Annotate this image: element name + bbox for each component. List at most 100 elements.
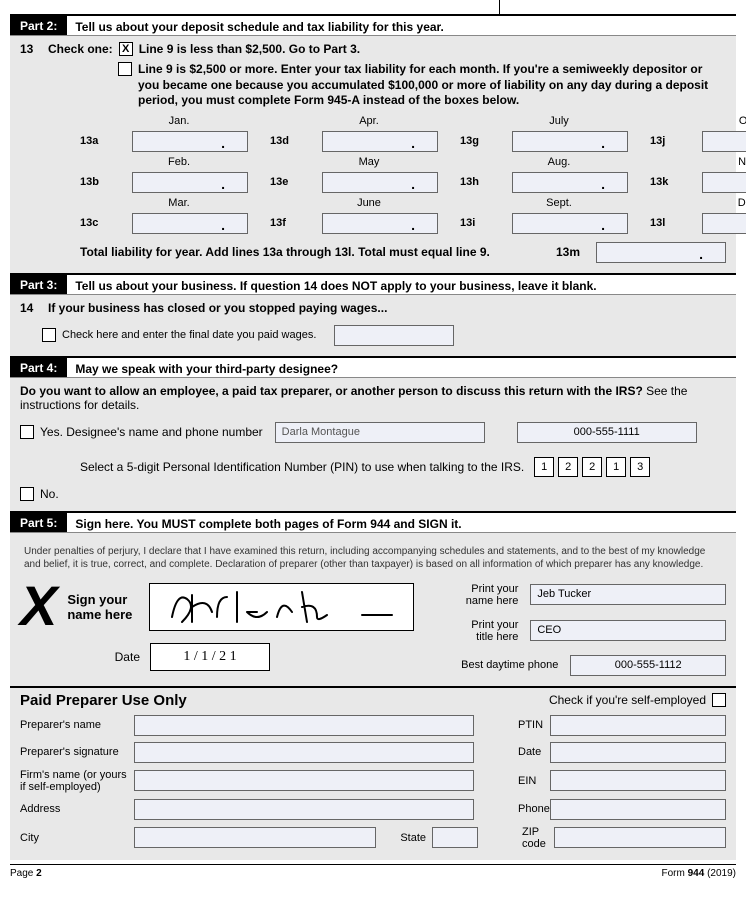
city-input[interactable] bbox=[134, 827, 376, 848]
state-label: State bbox=[382, 832, 426, 844]
zip-label: ZIP code bbox=[484, 826, 548, 850]
phone-input[interactable]: 000-555-1112 bbox=[570, 655, 726, 676]
part5-label: Part 5: bbox=[10, 513, 67, 532]
input-13l[interactable]: . bbox=[702, 213, 746, 234]
opt2-text: Line 9 is $2,500 or more. Enter your tax… bbox=[138, 62, 726, 109]
row-label-13h: 13h bbox=[460, 176, 490, 188]
row-label-13k: 13k bbox=[650, 176, 680, 188]
input-13a[interactable]: . bbox=[132, 131, 248, 152]
part4-header: Part 4: May we speak with your third-par… bbox=[10, 356, 736, 378]
input-13e[interactable]: . bbox=[322, 172, 438, 193]
prep-l-input-2[interactable] bbox=[134, 770, 474, 791]
part3-title: Tell us about your business. If question… bbox=[67, 275, 736, 294]
input-13d[interactable]: . bbox=[322, 131, 438, 152]
line-14-num: 14 bbox=[20, 301, 42, 315]
month-label-13f: June bbox=[270, 197, 438, 209]
row-label-13l: 13l bbox=[650, 217, 680, 229]
prep-r-1: Date bbox=[480, 746, 544, 758]
pin-digit-4[interactable]: 3 bbox=[630, 457, 650, 477]
prep-r-0: PTIN bbox=[480, 719, 544, 731]
month-label-13g: July bbox=[460, 115, 628, 127]
month-label-13d: Apr. bbox=[270, 115, 438, 127]
check-no[interactable] bbox=[20, 487, 34, 501]
designee-name-input[interactable]: Darla Montague bbox=[275, 422, 485, 443]
prep-l-0: Preparer's name bbox=[20, 719, 128, 731]
prep-r-2: EIN bbox=[480, 775, 544, 787]
month-label-13j: Oct. bbox=[650, 115, 746, 127]
prep-l-input-1[interactable] bbox=[134, 742, 474, 763]
city-label: City bbox=[20, 832, 128, 844]
month-label-13l: Dec. bbox=[650, 197, 746, 209]
month-label-13i: Sept. bbox=[460, 197, 628, 209]
row-label-13b: 13b bbox=[80, 176, 110, 188]
input-13j[interactable]: . bbox=[702, 131, 746, 152]
footer: Page 2 Form 944 (2019) bbox=[10, 864, 736, 879]
final-date-input[interactable] bbox=[334, 325, 454, 346]
title-input[interactable]: CEO bbox=[530, 620, 726, 641]
part5-panel: Under penalties of perjury, I declare th… bbox=[10, 533, 736, 688]
input-13c[interactable]: . bbox=[132, 213, 248, 234]
check-opt1[interactable]: X bbox=[119, 42, 133, 56]
pin-text: Select a 5-digit Personal Identification… bbox=[80, 460, 524, 474]
part4-panel: Do you want to allow an employee, a paid… bbox=[10, 378, 736, 511]
input-13k[interactable]: . bbox=[702, 172, 746, 193]
part2-title: Tell us about your deposit schedule and … bbox=[67, 16, 736, 35]
input-13h[interactable]: . bbox=[512, 172, 628, 193]
check-yes[interactable] bbox=[20, 425, 34, 439]
month-label-13b: Feb. bbox=[80, 156, 248, 168]
print-name-input[interactable]: Jeb Tucker bbox=[530, 584, 726, 605]
pin-digit-0[interactable]: 1 bbox=[534, 457, 554, 477]
sign-label: Sign your name here bbox=[67, 592, 139, 622]
self-emp-label: Check if you're self-employed bbox=[549, 693, 706, 707]
input-13b[interactable]: . bbox=[132, 172, 248, 193]
zip-input[interactable] bbox=[554, 827, 726, 848]
row-label-13i: 13i bbox=[460, 217, 490, 229]
closed-text: Check here and enter the final date you … bbox=[62, 329, 316, 341]
prep-r-input-3[interactable] bbox=[550, 799, 726, 820]
row-label-13c: 13c bbox=[80, 217, 110, 229]
pin-digit-2[interactable]: 2 bbox=[582, 457, 602, 477]
check-one-label: Check one: bbox=[48, 42, 113, 56]
state-input[interactable] bbox=[432, 827, 478, 848]
line-13-num: 13 bbox=[20, 42, 42, 56]
title-label: Print your title here bbox=[454, 619, 524, 643]
row-label-13j: 13j bbox=[650, 135, 680, 147]
row-label-13a: 13a bbox=[80, 135, 110, 147]
pin-row: 12213 bbox=[530, 457, 650, 477]
part2-panel: 13 Check one: X Line 9 is less than $2,5… bbox=[10, 36, 736, 273]
months-grid: Jan.Apr.JulyOct.13a.13d.13g.13j.Feb.MayA… bbox=[80, 115, 726, 234]
month-label-13e: May bbox=[270, 156, 438, 168]
pin-digit-3[interactable]: 1 bbox=[606, 457, 626, 477]
input-13g[interactable]: . bbox=[512, 131, 628, 152]
prep-l-3: Address bbox=[20, 803, 128, 815]
part5-title: Sign here. You MUST complete both pages … bbox=[67, 513, 736, 532]
check-self-employed[interactable] bbox=[712, 693, 726, 707]
check-opt2[interactable] bbox=[118, 62, 132, 76]
prep-r-input-0[interactable] bbox=[550, 715, 726, 736]
total-label: Total liability for year. Add lines 13a … bbox=[80, 245, 546, 259]
part3-panel: 14 If your business has closed or you st… bbox=[10, 295, 736, 356]
part2-header: Part 2: Tell us about your deposit sched… bbox=[10, 14, 736, 36]
month-label-13h: Aug. bbox=[460, 156, 628, 168]
signature-box[interactable] bbox=[149, 583, 414, 631]
date-box[interactable]: 1 / 1 / 2 1 bbox=[150, 643, 270, 671]
month-label-13k: Nov. bbox=[650, 156, 746, 168]
input-13m[interactable]: . bbox=[596, 242, 726, 263]
check-closed[interactable] bbox=[42, 328, 56, 342]
part3-label: Part 3: bbox=[10, 275, 67, 294]
month-label-13a: Jan. bbox=[80, 115, 248, 127]
designee-phone-input[interactable]: 000-555-1111 bbox=[517, 422, 697, 443]
prep-r-input-1[interactable] bbox=[550, 742, 726, 763]
input-13i[interactable]: . bbox=[512, 213, 628, 234]
pin-digit-1[interactable]: 2 bbox=[558, 457, 578, 477]
input-13f[interactable]: . bbox=[322, 213, 438, 234]
print-name-label: Print your name here bbox=[454, 583, 524, 607]
row-label-13g: 13g bbox=[460, 135, 490, 147]
preparer-panel: Paid Preparer Use Only Check if you're s… bbox=[10, 688, 736, 860]
prep-l-input-3[interactable] bbox=[134, 799, 474, 820]
prep-l-input-0[interactable] bbox=[134, 715, 474, 736]
total-id: 13m bbox=[556, 245, 586, 259]
prep-l-2: Firm's name (or yours if self-employed) bbox=[20, 769, 128, 793]
row-label-13e: 13e bbox=[270, 176, 300, 188]
prep-r-input-2[interactable] bbox=[550, 770, 726, 791]
